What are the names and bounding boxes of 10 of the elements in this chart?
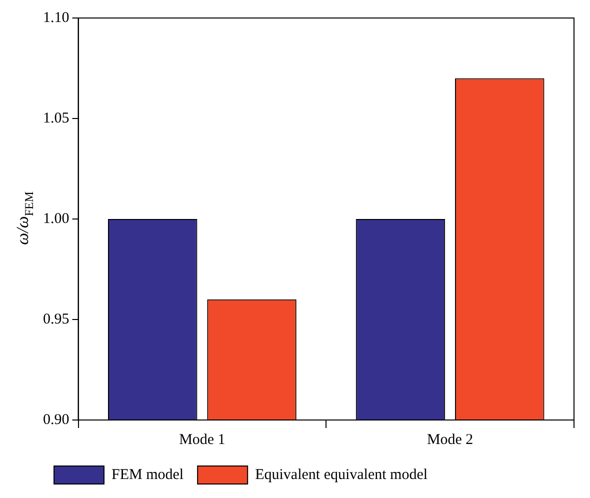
legend-label: Equivalent equivalent model bbox=[255, 466, 428, 483]
y-tick-label: 1.05 bbox=[43, 110, 70, 126]
y-tick-label: 0.90 bbox=[43, 412, 70, 428]
x-tick-label: Mode 1 bbox=[179, 432, 226, 448]
y-tick-label: 0.95 bbox=[43, 311, 70, 328]
y-tick-label: 1.10 bbox=[43, 10, 70, 26]
legend-label: FEM model bbox=[112, 466, 184, 483]
y-tick-label: 1.00 bbox=[43, 210, 70, 227]
y-axis-title: ω/ωFEM bbox=[13, 191, 36, 245]
x-tick-label: Mode 2 bbox=[426, 432, 474, 448]
